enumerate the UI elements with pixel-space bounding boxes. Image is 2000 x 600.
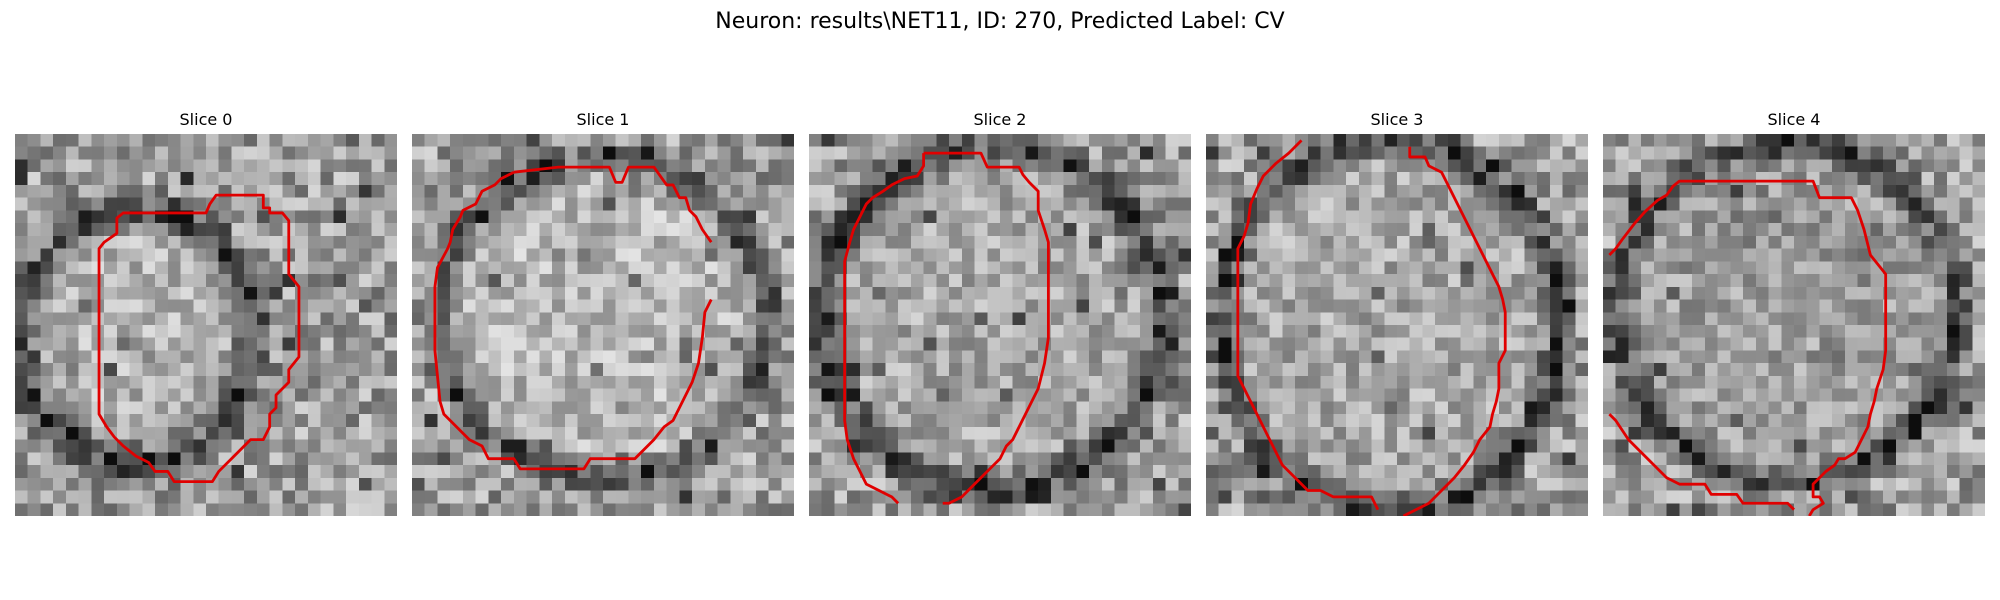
slice-4-title: Slice 4 [1767,110,1821,129]
slice-3-title: Slice 3 [1370,110,1424,129]
contour-line [1236,139,1380,511]
slice-1-panel: Slice 1 [412,110,794,516]
slice-0-panel: Slice 0 [15,110,397,516]
slice-2-image [809,134,1191,516]
pixel-grid [809,134,1191,516]
contour-line [97,193,301,484]
pixel-grid [1206,134,1588,516]
contour-line [433,170,713,471]
slice-2-panel: Slice 2 [809,110,1191,516]
pixel-grid [1603,134,1985,516]
slice-3-panel: Slice 3 [1206,110,1588,516]
slice-0-image [15,134,397,516]
pixel-grid [412,134,794,516]
slice-3-image [1206,134,1588,516]
slice-0-title: Slice 0 [179,110,233,129]
pixel-grid [15,134,397,516]
contour-line [843,153,926,505]
slice-2-title: Slice 2 [973,110,1027,129]
slice-1-title: Slice 1 [576,110,630,129]
slice-1-image [412,134,794,516]
contour-line [513,165,713,244]
contour-line [1608,413,1795,511]
figure-title: Neuron: results\NET11, ID: 270, Predicte… [715,9,1285,34]
slice-4-image [1603,134,1985,516]
contour-line [1608,179,1888,516]
slice-4-panel: Slice 4 [1603,110,1985,516]
contour-line [1402,146,1507,516]
contour-line [923,151,1050,505]
